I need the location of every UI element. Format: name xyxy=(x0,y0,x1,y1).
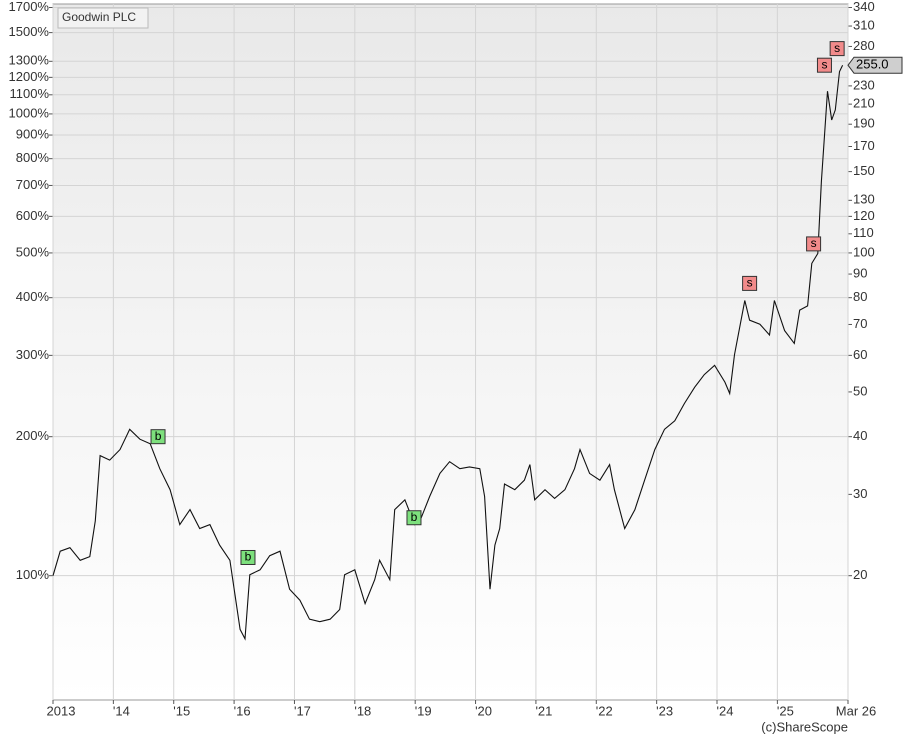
title-box xyxy=(57,7,149,29)
y-tick-label: 300% xyxy=(16,347,50,362)
x-tick-label: '25 xyxy=(777,703,794,718)
trade-marker xyxy=(806,236,822,252)
x-tick-label: '24 xyxy=(717,703,734,718)
y-tick-label: 200% xyxy=(16,428,50,443)
trade-label: s xyxy=(834,41,840,55)
y-tick-label: 1300% xyxy=(9,53,50,68)
trade-label: s xyxy=(821,57,827,71)
y2-tick-label: 130 xyxy=(853,192,875,207)
trade-label: s xyxy=(811,236,817,250)
grid xyxy=(49,4,852,704)
x-tick-label: '17 xyxy=(294,703,311,718)
y2-tick-label: 50 xyxy=(853,383,867,398)
x-tick-label: '18 xyxy=(354,703,371,718)
y2-tick-label: 340 xyxy=(853,0,875,14)
y2-tick-label: 60 xyxy=(853,347,867,362)
y-tick-label: 1500% xyxy=(9,24,50,39)
trade-marker xyxy=(816,57,832,73)
trade-label: s xyxy=(747,276,753,290)
x-tick-label: '22 xyxy=(596,703,613,718)
chart-title: Goodwin PLC xyxy=(62,10,136,24)
x-tick-label: '20 xyxy=(475,703,492,718)
y-tick-label: 1000% xyxy=(9,105,50,120)
y2-tick-label: 80 xyxy=(853,289,867,304)
y2-tick-label: 70 xyxy=(853,316,867,331)
trade-marker xyxy=(742,275,758,291)
y2-tick-label: 280 xyxy=(853,38,875,53)
y2-tick-label: 170 xyxy=(853,138,875,153)
x-tick-label: '21 xyxy=(535,703,552,718)
price-line xyxy=(52,64,844,641)
y2-tick-label: 190 xyxy=(853,116,875,131)
y-tick-label: 600% xyxy=(16,208,50,223)
y2-tick-label: 20 xyxy=(853,567,867,582)
trade-label: b xyxy=(245,550,252,564)
credit: (c)ShareScope xyxy=(761,719,848,734)
y-tick-label: 700% xyxy=(16,177,50,192)
trade-label: b xyxy=(411,510,418,524)
y-tick-label: 1100% xyxy=(9,86,49,101)
x-tick-label: '14 xyxy=(113,703,130,718)
y-tick-label: 1200% xyxy=(9,69,50,84)
x-tick-label: '15 xyxy=(173,703,190,718)
trade-marker xyxy=(829,41,845,57)
trade-label: b xyxy=(155,429,162,443)
y2-tick-label: 90 xyxy=(853,265,867,280)
y-tick-label: 400% xyxy=(16,289,50,304)
x-tick-label: '16 xyxy=(234,703,251,718)
plot-area xyxy=(52,3,849,701)
x-tick-label: '19 xyxy=(415,703,432,718)
last-price-label: 255.0 xyxy=(856,57,889,72)
y2-tick-label: 110 xyxy=(853,225,874,240)
y-tick-label: 1700% xyxy=(9,0,50,14)
y-tick-label: 900% xyxy=(16,126,50,141)
y2-tick-label: 230 xyxy=(853,77,875,92)
y2-tick-label: 30 xyxy=(853,486,867,501)
y2-tick-label: 150 xyxy=(853,163,875,178)
trade-marker xyxy=(150,429,166,445)
x-tick-label: 2013 xyxy=(47,703,76,718)
x-tick-label: Mar 26 xyxy=(836,703,876,718)
y-tick-label: 500% xyxy=(16,244,50,259)
x-tick-label: '23 xyxy=(656,703,673,718)
y-tick-label: 100% xyxy=(16,567,50,582)
trade-marker xyxy=(240,549,256,565)
y2-tick-label: 310 xyxy=(853,17,875,32)
y-tick-label: 800% xyxy=(16,150,50,165)
y2-tick-label: 210 xyxy=(853,96,875,111)
y2-tick-label: 120 xyxy=(853,208,875,223)
y2-tick-label: 40 xyxy=(853,428,867,443)
y2-tick-label: 100 xyxy=(853,244,875,259)
trade-marker xyxy=(406,510,422,526)
last-price-tag xyxy=(847,56,903,74)
